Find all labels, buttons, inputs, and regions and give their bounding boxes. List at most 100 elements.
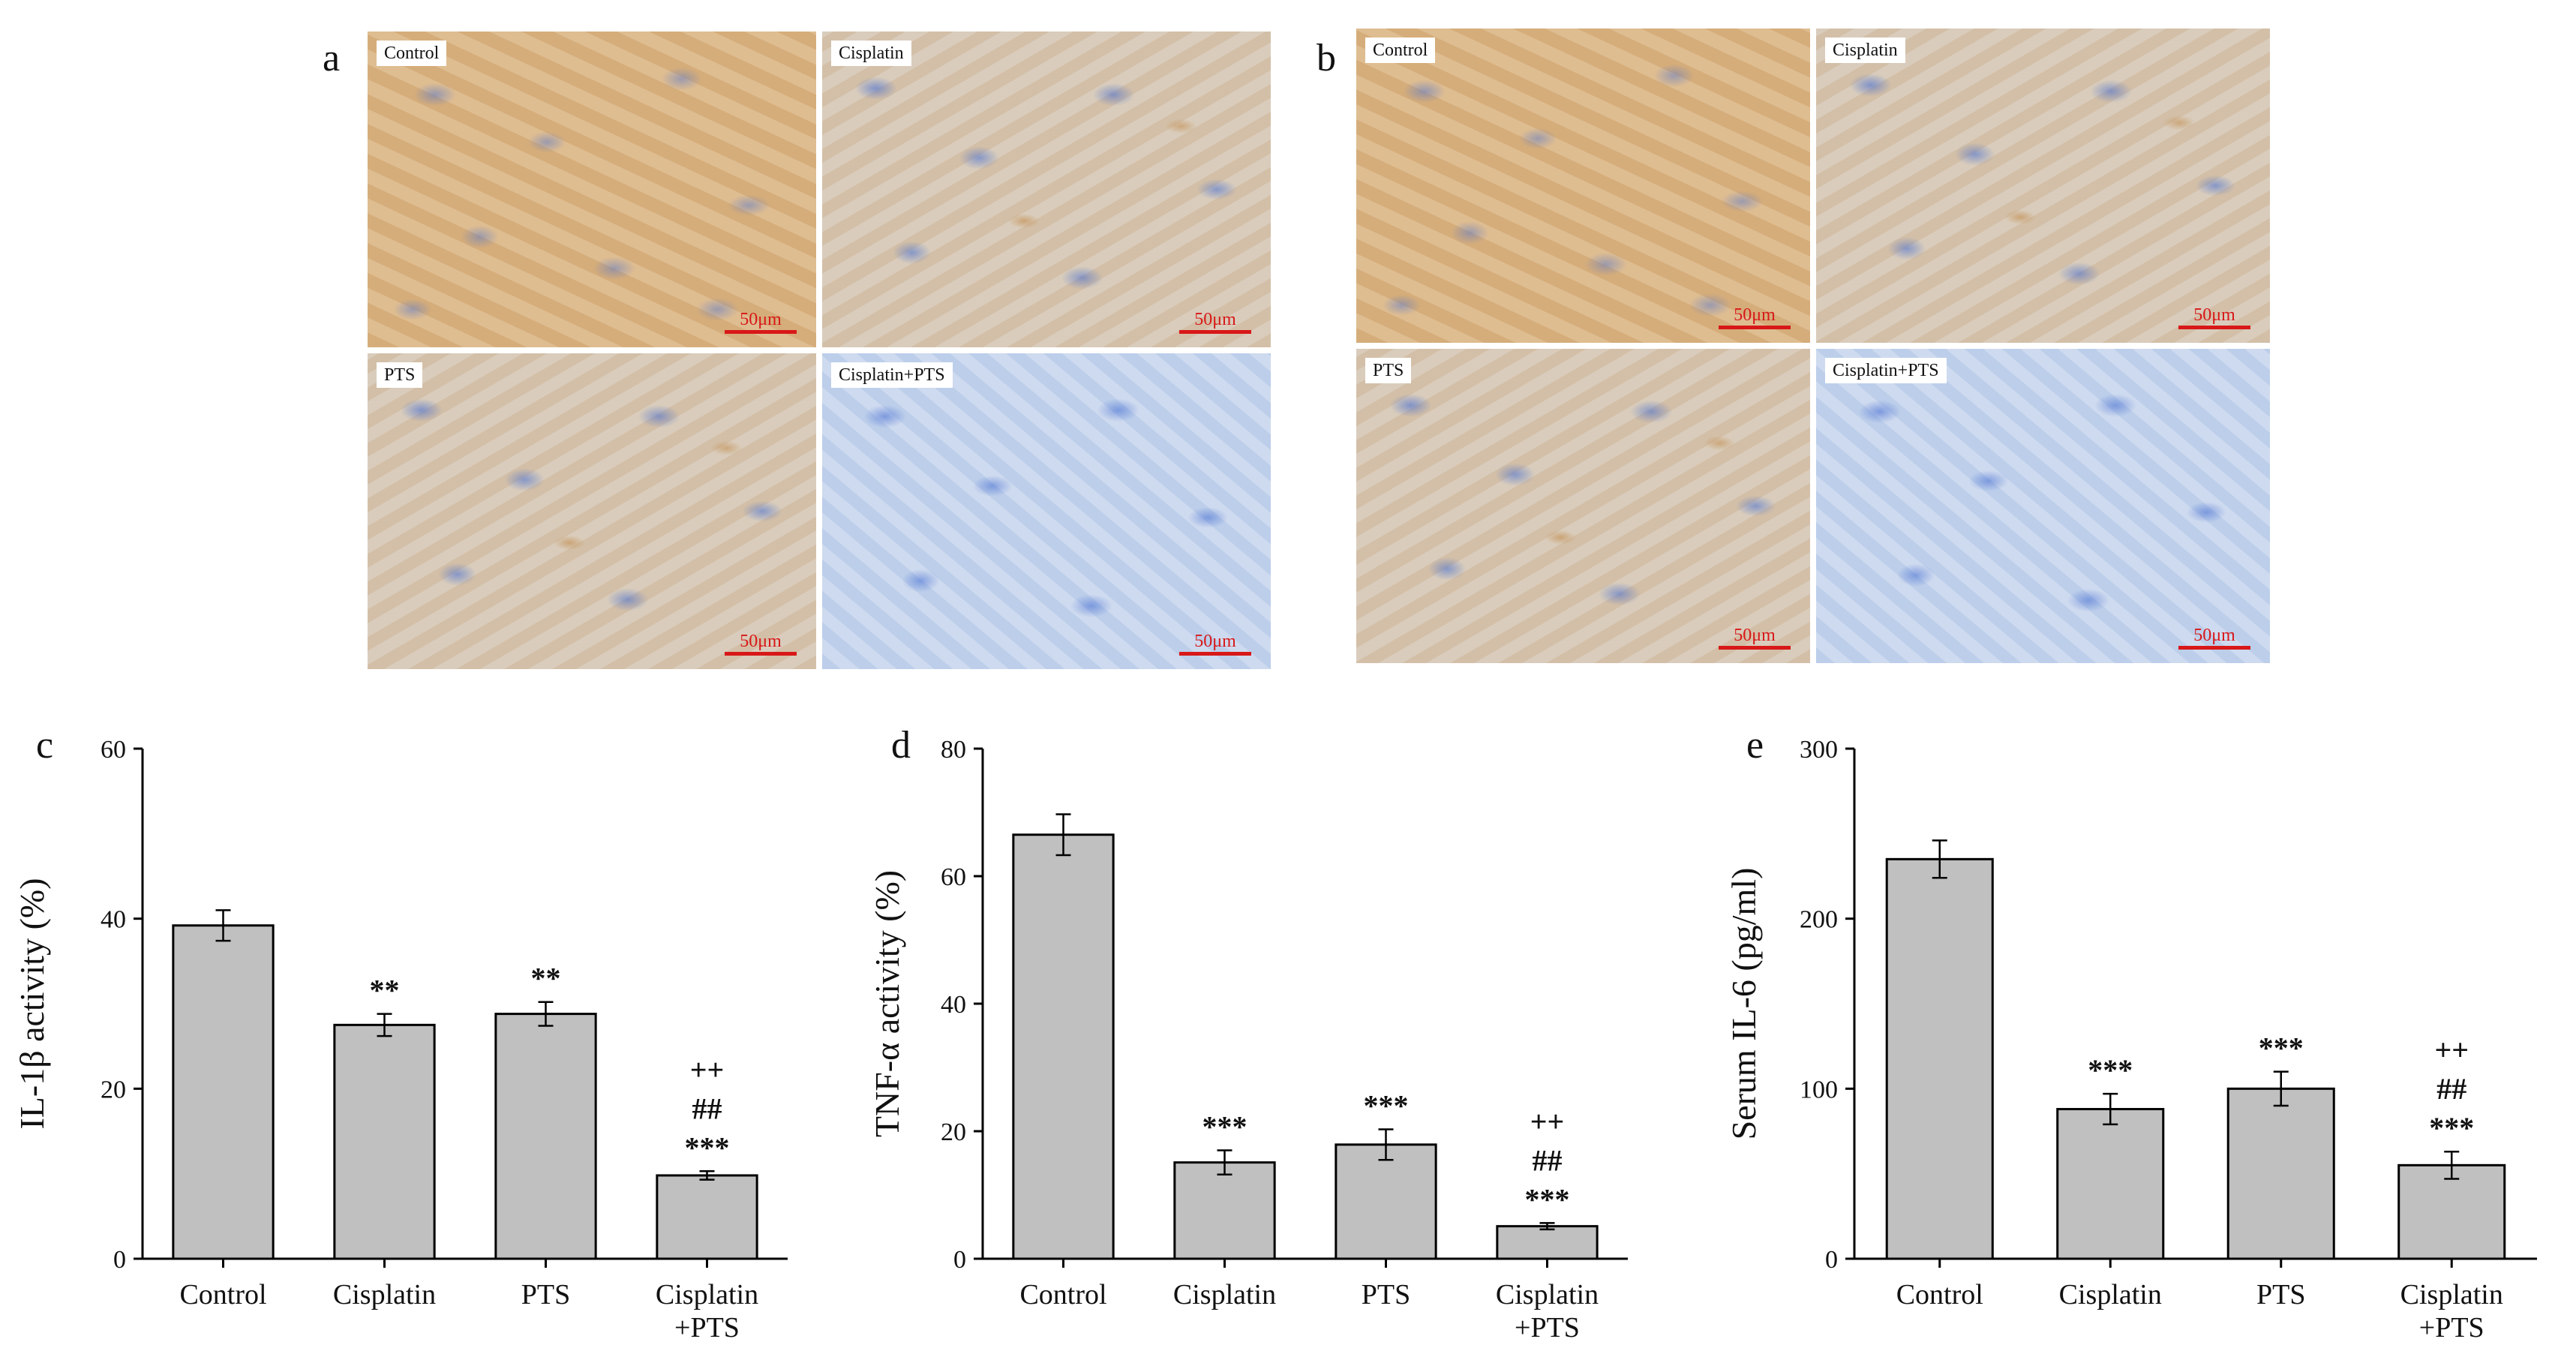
scale-bar-label: 50μm xyxy=(740,632,782,651)
y-tick-label: 300 xyxy=(1800,736,1838,764)
chart-e: e Serum IL-6 (pg/ml) 0 100 200 300 Control Cisp… xyxy=(1725,724,2537,1343)
scale-bar-label: 50μm xyxy=(1734,305,1776,325)
scale-bar-label: 50μm xyxy=(1194,632,1236,651)
y-tick-label: 0 xyxy=(113,1246,126,1274)
micrograph-label: Cisplatin xyxy=(1825,38,1905,64)
panel-letter-a: a xyxy=(323,37,341,80)
x-tick-label: Control xyxy=(1019,1279,1106,1310)
y-tick-label: 100 xyxy=(1800,1076,1838,1103)
bar-2 xyxy=(1335,1143,1437,1260)
y-tick-label: 80 xyxy=(941,736,966,764)
micrograph-label: PTS xyxy=(377,362,423,389)
y-tick-label: 40 xyxy=(941,991,966,1019)
y-axis-label: TNF-α activity (%) xyxy=(868,870,906,1137)
micrograph-b-control: Control 50μm xyxy=(1356,29,1810,343)
significance-mark: ++ xyxy=(690,1052,725,1086)
bar-1 xyxy=(1173,1161,1276,1260)
scale-bar-label: 50μm xyxy=(2193,626,2235,645)
bar-1 xyxy=(2056,1108,2165,1260)
micrograph-label: Cisplatin+PTS xyxy=(831,362,953,389)
scale-bar: 50μm xyxy=(725,311,797,334)
significance-mark: *** xyxy=(1525,1182,1570,1216)
micrograph-grid-a: Control 50μm Cisplatin 50μm PTS 50μm Cis… xyxy=(368,32,1271,669)
scale-bar-label: 50μm xyxy=(1194,310,1236,329)
scale-bar: 50μm xyxy=(1719,626,1791,650)
y-tick-label: 20 xyxy=(101,1076,126,1103)
micrograph-a-cisplatin: Cisplatin 50μm xyxy=(822,32,1271,347)
x-tick-label: Cisplatin xyxy=(1496,1279,1599,1310)
y-tick-label: 60 xyxy=(101,736,126,764)
x-tick-label: PTS xyxy=(1362,1279,1410,1310)
micrograph-label: Cisplatin+PTS xyxy=(1825,358,1947,384)
y-axis-label: IL-1β activity (%) xyxy=(13,878,51,1129)
x-tick-label: PTS xyxy=(2256,1279,2305,1310)
significance-mark: ++ xyxy=(1530,1104,1565,1138)
y-tick-label: 40 xyxy=(101,906,126,934)
x-tick-label: Cisplatin xyxy=(2059,1279,2162,1310)
significance-mark: *** xyxy=(685,1130,730,1164)
y-axis-label: Serum IL-6 (pg/ml) xyxy=(1725,868,1763,1140)
panel-letter-b: b xyxy=(1317,37,1336,80)
x-tick-label: Control xyxy=(179,1279,266,1310)
scale-bar: 50μm xyxy=(725,632,797,656)
scale-bar-label: 50μm xyxy=(2193,305,2235,325)
significance-mark: *** xyxy=(1202,1110,1247,1144)
x-tick-label: PTS xyxy=(521,1279,570,1310)
micrograph-grid-b: Control 50μm Cisplatin 50μm PTS 50μm Cis… xyxy=(1356,29,2270,663)
significance-mark: ## xyxy=(2436,1072,2466,1106)
micrograph-label: Control xyxy=(1365,38,1436,64)
significance-mark: ## xyxy=(692,1091,722,1125)
bar-0 xyxy=(1885,857,1994,1260)
micrograph-a-control: Control 50μm xyxy=(368,32,816,347)
micrograph-a-cisplatin-pts: Cisplatin+PTS 50μm xyxy=(822,353,1271,669)
y-tick-label: 0 xyxy=(953,1246,966,1274)
panel-letter-d: d xyxy=(891,724,911,767)
x-tick-label: Cisplatin xyxy=(1173,1279,1276,1310)
x-tick-label: +PTS xyxy=(1515,1312,1580,1343)
micrograph-b-pts: PTS 50μm xyxy=(1356,349,1810,663)
significance-mark: *** xyxy=(1364,1088,1409,1122)
y-tick-label: 200 xyxy=(1800,906,1838,934)
x-tick-label: Cisplatin xyxy=(333,1279,436,1310)
micrograph-b-cisplatin-pts: Cisplatin+PTS 50μm xyxy=(1816,349,2270,663)
panel-letter-c: c xyxy=(36,724,53,767)
chart-c: c IL-1β activity (%) 0 20 40 60 Control Cisplat… xyxy=(13,724,788,1343)
y-tick-label: 60 xyxy=(941,863,966,891)
micrograph-b-cisplatin: Cisplatin 50μm xyxy=(1816,29,2270,343)
scale-bar-label: 50μm xyxy=(1734,626,1776,645)
chart-d: d TNF-α activity (%) 0 20 40 60 80 Control Cispl… xyxy=(868,724,1628,1343)
y-tick-label: 0 xyxy=(1825,1246,1838,1274)
scale-bar: 50μm xyxy=(1719,306,1791,329)
bar-3 xyxy=(656,1174,758,1260)
x-tick-label: Cisplatin xyxy=(2400,1279,2503,1310)
significance-mark: *** xyxy=(2088,1053,2133,1087)
significance-mark: *** xyxy=(2429,1111,2474,1145)
micrograph-a-pts: PTS 50μm xyxy=(368,353,816,669)
bar-3 xyxy=(2397,1163,2506,1260)
x-tick-label: Control xyxy=(1896,1279,1983,1310)
scale-bar: 50μm xyxy=(1179,632,1251,656)
y-tick-label: 20 xyxy=(941,1118,966,1146)
bar-3 xyxy=(1496,1225,1599,1260)
panel-letter-e: e xyxy=(1746,724,1764,767)
x-tick-label: Cisplatin xyxy=(656,1279,758,1310)
significance-mark: ** xyxy=(370,974,400,1007)
x-tick-label: +PTS xyxy=(674,1312,740,1343)
bar-0 xyxy=(1012,833,1115,1260)
scale-bar: 50μm xyxy=(2178,626,2250,650)
significance-mark: ## xyxy=(1533,1143,1563,1177)
x-tick-label: +PTS xyxy=(2419,1312,2484,1343)
bar-0 xyxy=(172,924,275,1260)
bar-2 xyxy=(2226,1087,2335,1260)
significance-mark: *** xyxy=(2259,1031,2304,1065)
significance-mark: ++ xyxy=(2434,1033,2469,1067)
micrograph-label: Cisplatin xyxy=(831,41,911,67)
micrograph-label: Control xyxy=(377,41,447,67)
significance-mark: ** xyxy=(531,962,561,995)
scale-bar-label: 50μm xyxy=(740,310,782,329)
micrograph-label: PTS xyxy=(1365,358,1412,384)
bar-1 xyxy=(333,1023,436,1260)
scale-bar: 50μm xyxy=(1179,311,1251,334)
bar-2 xyxy=(494,1013,597,1260)
scale-bar: 50μm xyxy=(2178,306,2250,329)
